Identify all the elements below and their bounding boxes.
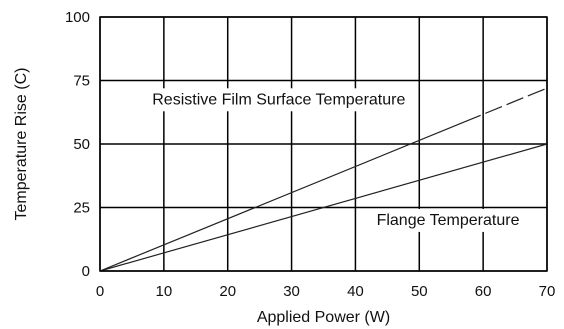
y-tick-label: 25 — [73, 200, 90, 217]
x-tick-label: 50 — [411, 283, 428, 300]
plot-frame — [99, 16, 548, 272]
x-tick-label: 60 — [475, 283, 492, 300]
series-line-0 — [99, 121, 465, 272]
x-tick-label: 0 — [96, 283, 104, 300]
annotations: Resistive Film Surface Temperature Flange… — [146, 88, 526, 232]
y-axis-label: Temperature Rise (C) — [13, 68, 30, 221]
annotation-bg — [146, 88, 412, 112]
series-line-1 — [99, 143, 548, 272]
x-tick-label: 30 — [283, 283, 300, 300]
grid — [99, 16, 548, 272]
annotation-label: Resistive Film Surface Temperature — [152, 91, 405, 108]
y-tick-label: 0 — [82, 263, 90, 280]
x-tick-label: 20 — [219, 283, 236, 300]
annotation-label: Flange Temperature — [377, 212, 520, 229]
series-line-0-dashed — [463, 87, 548, 123]
x-tick-labels: 0 10 20 30 40 50 60 70 — [96, 283, 556, 300]
y-tick-label: 50 — [73, 136, 90, 153]
x-tick-label: 40 — [347, 283, 364, 300]
y-tick-labels: 0 25 50 75 100 — [65, 9, 90, 280]
x-tick-label: 70 — [539, 283, 556, 300]
x-axis-label: Applied Power (W) — [257, 309, 390, 326]
x-tick-label: 10 — [156, 283, 173, 300]
y-tick-label: 75 — [73, 73, 90, 90]
annotation-bg — [370, 208, 526, 232]
y-tick-label: 100 — [65, 9, 90, 26]
series-layer — [99, 87, 548, 272]
